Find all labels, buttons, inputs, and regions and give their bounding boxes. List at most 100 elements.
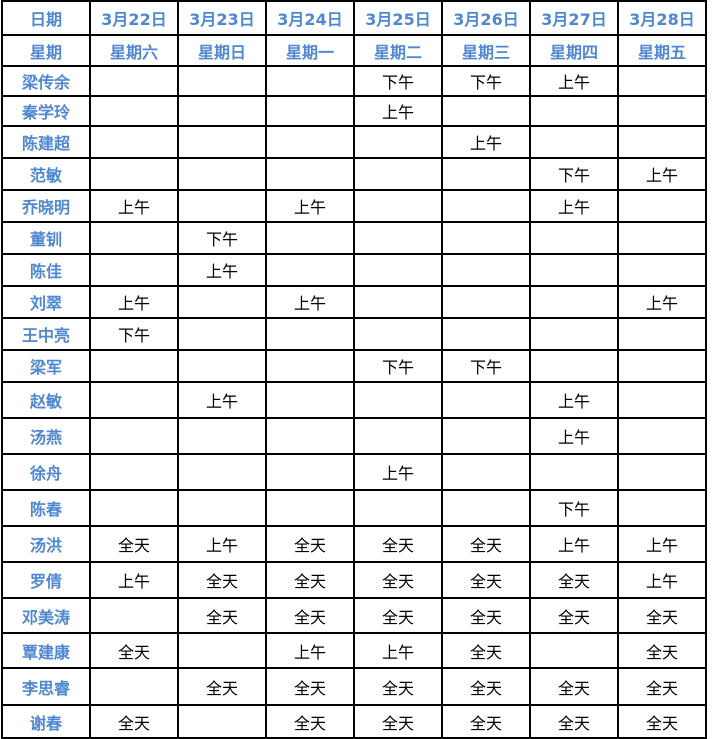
table-row: 赵敏 上午 上午 <box>1 381 707 419</box>
table-cell: 3月23日 <box>177 0 267 36</box>
row-label: 梁传余 <box>1 65 91 97</box>
table-cell <box>177 489 267 527</box>
table-row: 陈春 下午 <box>1 489 707 527</box>
table-cell: 下午 <box>353 65 443 97</box>
table-cell: 全天 <box>265 667 355 706</box>
row-label: 董钏 <box>1 221 91 255</box>
table-cell <box>89 667 179 706</box>
row-label: 星期 <box>1 34 91 67</box>
table-cell: 全天 <box>177 597 267 634</box>
table-cell <box>177 453 267 491</box>
table-cell <box>265 253 355 287</box>
table-cell <box>441 95 531 127</box>
table-cell: 星期四 <box>529 34 619 67</box>
table-cell <box>617 221 707 255</box>
table-cell: 下午 <box>353 349 443 383</box>
table-row: 邓美涛 全天 全天 全天 全天 全天 全天 <box>1 597 707 634</box>
table-cell <box>89 489 179 527</box>
table-cell <box>177 157 267 191</box>
table-cell <box>441 285 531 319</box>
table-cell: 全天 <box>441 561 531 599</box>
table-cell <box>89 381 179 419</box>
table-cell <box>177 704 267 739</box>
table-row: 范敏 下午 上午 <box>1 157 707 191</box>
table-cell <box>617 317 707 351</box>
table-cell: 下午 <box>529 157 619 191</box>
table-cell: 全天 <box>265 525 355 563</box>
table-cell <box>89 253 179 287</box>
table-cell <box>265 157 355 191</box>
table-cell: 全天 <box>529 667 619 706</box>
table-cell: 全天 <box>353 597 443 634</box>
table-cell: 全天 <box>617 667 707 706</box>
schedule-table: 日期 3月22日 3月23日 3月24日 3月25日 3月26日 3月27日 3月28日 星期星… <box>1 0 707 739</box>
table-cell <box>265 65 355 97</box>
table-cell <box>441 221 531 255</box>
table-cell: 下午 <box>441 349 531 383</box>
table-cell: 星期三 <box>441 34 531 67</box>
table-cell: 上午 <box>177 381 267 419</box>
table-cell: 全天 <box>441 667 531 706</box>
table-cell: 全天 <box>265 597 355 634</box>
table-row: 刘翠 上午 上午 上午 <box>1 285 707 319</box>
table-cell <box>617 65 707 97</box>
table-cell <box>265 317 355 351</box>
table-cell: 全天 <box>617 704 707 739</box>
table-cell <box>265 381 355 419</box>
table-row: 陈建超 上午 <box>1 125 707 159</box>
table-cell <box>265 453 355 491</box>
row-label: 覃建康 <box>1 632 91 669</box>
table-row: 陈佳 上午 <box>1 253 707 287</box>
table-cell <box>177 317 267 351</box>
table-cell <box>617 349 707 383</box>
table-cell <box>89 125 179 159</box>
table-cell: 上午 <box>617 561 707 599</box>
table-row: 罗倩 上午 全天 全天 全天 全天 全天 上午 <box>1 561 707 599</box>
table-cell <box>529 221 619 255</box>
row-label: 罗倩 <box>1 561 91 599</box>
table-cell: 上午 <box>529 417 619 455</box>
row-label: 陈佳 <box>1 253 91 287</box>
row-label: 秦学玲 <box>1 95 91 127</box>
table-cell: 上午 <box>89 561 179 599</box>
row-label: 刘翠 <box>1 285 91 319</box>
table-cell: 星期六 <box>89 34 179 67</box>
table-row: 梁军 下午 下午 <box>1 349 707 383</box>
row-label: 汤燕 <box>1 417 91 455</box>
table-cell <box>353 381 443 419</box>
table-cell <box>353 221 443 255</box>
table-cell: 上午 <box>617 285 707 319</box>
weekday-header-row: 星期 星期六 星期日 星期一 星期二 星期三 星期四 星期五 <box>1 34 707 67</box>
table-cell: 星期日 <box>177 34 267 67</box>
table-cell: 3月25日 <box>353 0 443 36</box>
table-cell <box>529 317 619 351</box>
table-cell <box>89 221 179 255</box>
table-row: 谢春 全天 全天 全天 全天 全天 全天 <box>1 704 707 739</box>
table-cell <box>265 349 355 383</box>
table-cell: 下午 <box>89 317 179 351</box>
table-cell: 上午 <box>617 157 707 191</box>
table-cell: 3月24日 <box>265 0 355 36</box>
table-cell <box>529 453 619 491</box>
table-cell <box>529 253 619 287</box>
row-label: 汤洪 <box>1 525 91 563</box>
table-cell: 上午 <box>353 95 443 127</box>
table-cell: 下午 <box>441 65 531 97</box>
table-cell <box>89 157 179 191</box>
table-row: 汤燕 上午 <box>1 417 707 455</box>
table-cell: 上午 <box>177 253 267 287</box>
table-row: 王中亮 下午 <box>1 317 707 351</box>
table-row: 秦学玲 上午 <box>1 95 707 127</box>
table-cell <box>265 95 355 127</box>
table-cell: 上午 <box>177 525 267 563</box>
table-cell <box>617 95 707 127</box>
table-cell: 上午 <box>617 525 707 563</box>
table-cell: 上午 <box>265 632 355 669</box>
table-cell: 全天 <box>441 525 531 563</box>
table-cell: 全天 <box>353 561 443 599</box>
table-cell: 上午 <box>529 65 619 97</box>
table-row: 乔晓明 上午 上午 上午 <box>1 189 707 223</box>
table-cell <box>529 95 619 127</box>
row-label: 邓美涛 <box>1 597 91 634</box>
table-cell: 全天 <box>265 704 355 739</box>
